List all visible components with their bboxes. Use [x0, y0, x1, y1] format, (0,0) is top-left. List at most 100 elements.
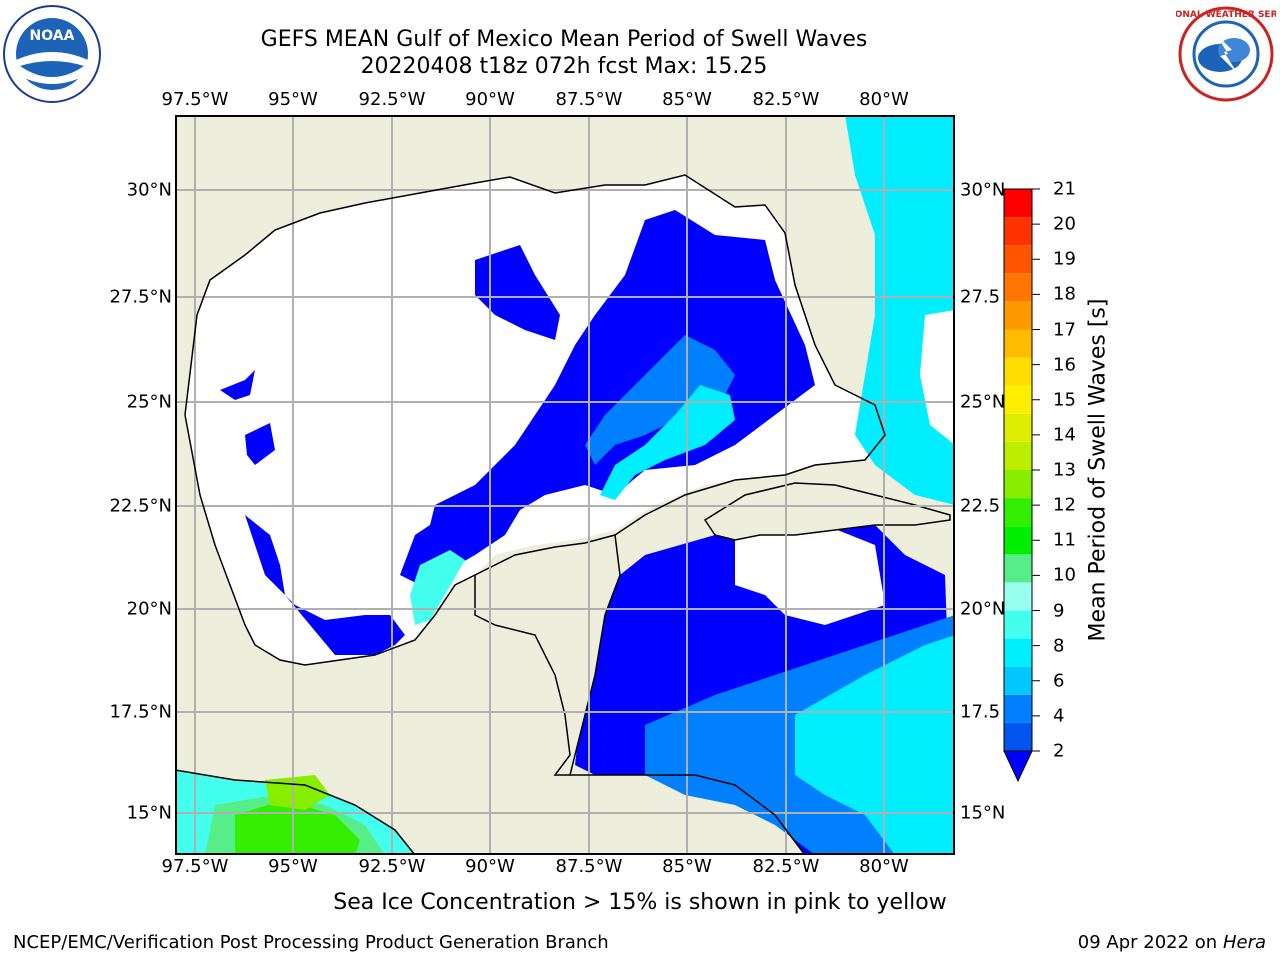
noaa-logo-text: NOAA [30, 28, 75, 44]
swell-masked-caribbean [735, 525, 885, 625]
lon-tick-bottom: 95°W [268, 856, 318, 877]
lat-tick-right: 15°N [960, 802, 1006, 824]
colorbar-tick-label: 4 [1053, 705, 1065, 727]
lon-tick-top: 90°W [465, 89, 515, 110]
colorbar-segment [1004, 722, 1032, 751]
colorbar [1003, 188, 1040, 783]
coastline-honduras [570, 774, 806, 855]
colorbar-segment [1004, 554, 1032, 583]
colorbar-segment [1004, 610, 1032, 639]
map-subtitle: 20220408 t18z 072h fcst Max: 15.25 [360, 54, 768, 79]
colorbar-tick-label: 17 [1053, 319, 1076, 340]
yucatan-peninsula [474, 534, 621, 776]
lon-tick-bottom: 85°W [662, 856, 712, 877]
lon-tick-bottom: 90°W [465, 856, 515, 877]
lat-tick-left: 22.5°N [109, 495, 172, 517]
colorbar-tick-label: 13 [1053, 459, 1076, 481]
lon-tick-bottom: 82.5°W [752, 856, 820, 877]
swell-2-4s-bay [220, 370, 255, 400]
colorbar-segment [1004, 470, 1032, 499]
footer-credit: NCEP/EMC/Verification Post Processing Pr… [13, 932, 609, 953]
colorbar-segment [1004, 329, 1032, 358]
colorbar-segment [1004, 666, 1032, 695]
swell-6-8s-caribbean [795, 635, 955, 855]
colorbar-tick-label: 9 [1053, 600, 1065, 621]
colorbar-segment [1004, 694, 1032, 723]
colorbar-segment [1004, 189, 1032, 218]
lat-tick-left: 27.5°N [109, 286, 172, 308]
nws-logo-text: NATIONAL WEATHER SERVICE [1176, 10, 1276, 20]
swell-2-4s-patch [245, 423, 275, 465]
lat-tick-right: 30°N [960, 179, 1006, 201]
colorbar-segment [1004, 245, 1032, 274]
swell-2-4s-sw-gulf [245, 515, 405, 655]
lat-tick-left: 17.5°N [109, 701, 172, 723]
colorbar-tick-label: 15 [1053, 389, 1076, 411]
lon-tick-top: 97.5°W [161, 89, 229, 110]
lat-tick-right: 27.5 [960, 286, 1001, 308]
swell-6-8s-yucatan [410, 550, 465, 625]
colorbar-extend-min [1003, 750, 1033, 783]
colorbar-tick-label: 16 [1053, 354, 1076, 376]
colorbar-segment [1004, 526, 1032, 555]
lat-tick-left: 25°N [126, 391, 172, 413]
colorbar-tick-label: 2 [1053, 740, 1065, 762]
lat-tick-right: 20°N [960, 598, 1006, 620]
map-frame [175, 115, 955, 855]
atlantic-masked [920, 310, 955, 445]
footer-date-text: 09 Apr 2022 on [1077, 932, 1223, 953]
sea-ice-note: Sea Ice Concentration > 15% is shown in … [0, 890, 1280, 915]
sea-ice-note-text: Sea Ice Concentration > 15% is shown in … [333, 890, 947, 915]
colorbar-tick-label: 19 [1053, 248, 1076, 270]
map-title: GEFS MEAN Gulf of Mexico Mean Period of … [260, 27, 868, 52]
coastline-pacific [175, 769, 416, 855]
lat-tick-right: 25°N [960, 391, 1006, 413]
gridlines [175, 115, 955, 855]
lon-tick-top: 80°W [859, 89, 909, 110]
swell-6-8s-gulf [600, 385, 735, 500]
lon-tick-bottom: 92.5°W [358, 856, 426, 877]
colorbar-tick-label: 10 [1053, 564, 1076, 586]
lat-tick-left: 15°N [126, 802, 172, 824]
lon-tick-top: 92.5°W [358, 89, 426, 110]
colorbar-segment [1004, 582, 1032, 611]
cuba [703, 482, 951, 541]
coastline-gulf [184, 174, 886, 666]
footer-machine: Hera [1222, 932, 1266, 953]
lon-tick-bottom: 97.5°W [161, 856, 229, 877]
colorbar-tick-label: 18 [1053, 283, 1076, 305]
colorbar-segment [1004, 273, 1032, 302]
swell-2-4s-loop [400, 210, 815, 585]
lon-tick-bottom: 80°W [859, 856, 909, 877]
colorbar-tick-label: 21 [1053, 178, 1076, 200]
colorbar-segment [1004, 385, 1032, 414]
colorbar-tick-label: 20 [1053, 213, 1076, 235]
lat-tick-left: 30°N [126, 179, 172, 201]
colorbar-segment [1004, 413, 1032, 442]
colorbar-segment [1004, 301, 1032, 330]
colorbar-tick-label: 12 [1053, 494, 1076, 516]
lon-tick-top: 82.5°W [752, 89, 820, 110]
colorbar-tick-label: 8 [1053, 635, 1065, 657]
lon-tick-top: 95°W [268, 89, 318, 110]
nws-logo: NATIONAL WEATHER SERVICE [1176, 6, 1276, 102]
colorbar-segment [1004, 217, 1032, 246]
colorbar-segment [1004, 498, 1032, 527]
lon-tick-bottom: 87.5°W [555, 856, 623, 877]
footer-date: 09 Apr 2022 on Hera [1078, 932, 1266, 953]
colorbar-tick-label: 14 [1053, 424, 1076, 446]
lat-tick-right: 17.5 [960, 701, 1001, 723]
lat-tick-right: 22.5 [960, 495, 1001, 517]
lon-tick-top: 87.5°W [555, 89, 623, 110]
swell-2-4s-east-gulf [475, 245, 560, 340]
colorbar-segment [1004, 441, 1032, 470]
colorbar-tick-label: 11 [1053, 529, 1076, 551]
colorbar-segment [1004, 638, 1032, 667]
colorbar-tick-label: 6 [1053, 670, 1065, 692]
map-panel [175, 115, 955, 855]
colorbar-segment [1004, 357, 1032, 386]
lon-tick-top: 85°W [662, 89, 712, 110]
swell-4-6s-gulf [585, 335, 735, 465]
noaa-logo: NOAA [3, 5, 101, 103]
colorbar-label: Mean Period of Swell Waves [s] [1085, 298, 1111, 642]
